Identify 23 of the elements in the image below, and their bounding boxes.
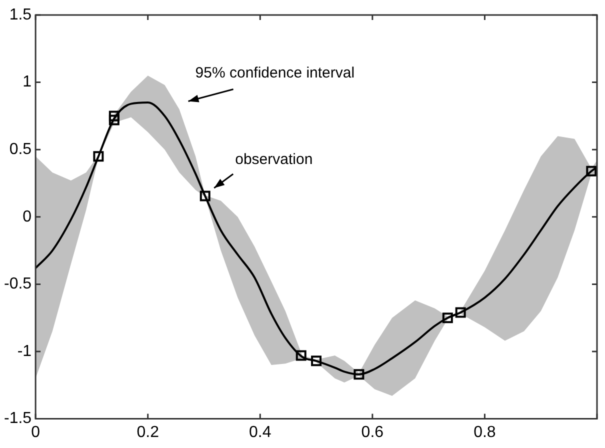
point (354, 369, 364, 380)
point (108, 114, 120, 126)
x-tick-label: 0.4 (249, 424, 272, 441)
y-tick-label: -0.5 (4, 276, 32, 293)
x-tick-label: 0.8 (474, 424, 496, 441)
point (108, 110, 120, 122)
annotation: observation (235, 151, 313, 168)
y-tick-label: 1.5 (9, 6, 32, 24)
x-tick-label: 0.2 (136, 424, 160, 441)
y-tick-label: 0.5 (9, 141, 32, 158)
y-tick-label: -1.5 (4, 410, 32, 428)
annotation: 95% confidence interval (195, 64, 355, 82)
y-tick-label: 0 (22, 208, 32, 226)
point (93, 151, 104, 162)
y-tick-label: 1 (22, 74, 32, 91)
point (442, 312, 453, 324)
point (311, 356, 322, 366)
x-tick-label: 0.6 (361, 424, 384, 441)
point (200, 190, 210, 202)
y-tick-label: -1 (17, 342, 32, 360)
point (586, 166, 597, 176)
point (455, 307, 466, 318)
point (296, 350, 306, 361)
